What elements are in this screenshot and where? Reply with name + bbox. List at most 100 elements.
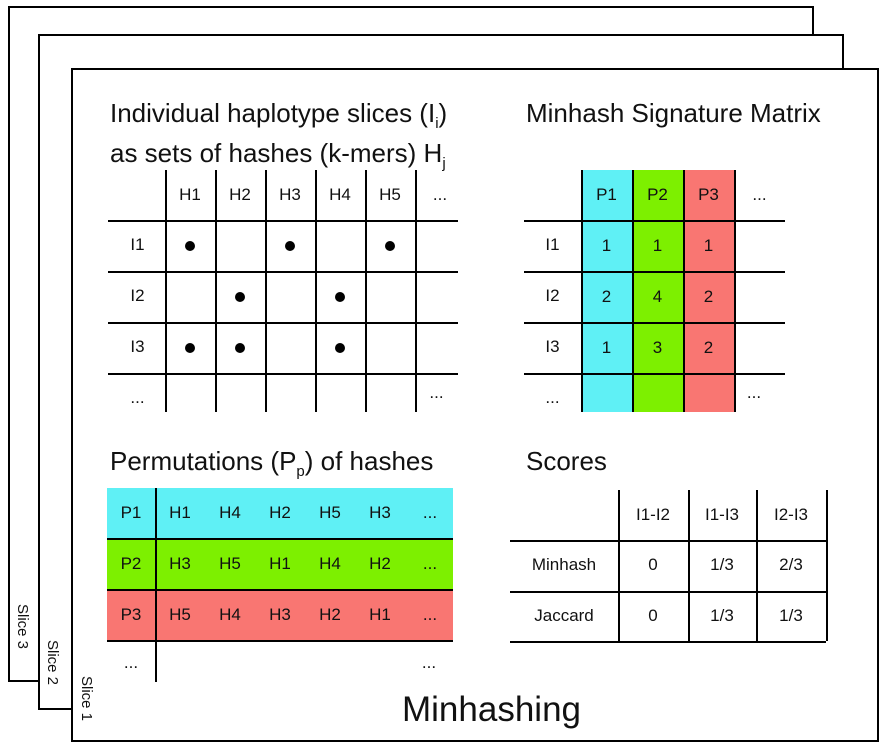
haplotype-title-line1: Individual haplotype slices (Ii) <box>110 98 448 133</box>
permutation-item: H5 <box>219 553 241 573</box>
slice-2-label: Slice 2 <box>44 640 61 686</box>
permutation-label: P3 <box>120 604 142 624</box>
membership-dot <box>315 271 365 322</box>
haplotype-trailing: ... <box>429 383 444 402</box>
permutation-item: ... <box>422 553 438 573</box>
permutation-item: H4 <box>319 553 341 573</box>
membership-dot <box>365 220 415 271</box>
signature-row-header: I1 <box>545 235 560 254</box>
haplotype-row-header: I3 <box>130 337 145 356</box>
scores-title: Scores <box>526 446 607 476</box>
slice-1-label: Slice 1 <box>78 676 95 722</box>
haplotype-grid-hline <box>108 220 458 222</box>
haplotype-row-header: ... <box>130 388 145 407</box>
signature-grid-hline <box>524 373 785 375</box>
permutations-title: Permutations (Pp) of hashes <box>110 446 434 481</box>
signature-grid-vline <box>734 170 736 412</box>
haplotype-col-header: H5 <box>379 185 401 204</box>
scores-value: 1/3 <box>710 606 734 625</box>
haplotype-grid-vline <box>365 170 367 412</box>
scores-grid-vline <box>756 490 758 641</box>
haplotype-grid-vline <box>315 170 317 412</box>
haplotype-grid-hline <box>108 271 458 273</box>
haplotype-col-header: H2 <box>229 185 251 204</box>
haplotype-grid-vline <box>165 170 167 412</box>
signature-col-header: P2 <box>647 185 668 204</box>
scores-col-header: I2-I3 <box>773 505 809 524</box>
scores-value: 1/3 <box>710 555 734 574</box>
signature-grid-hline <box>524 220 785 222</box>
haplotype-title-line2: as sets of hashes (k-mers) Hj <box>110 138 446 173</box>
haplotype-row-header: I2 <box>130 286 145 305</box>
scores-value: 1/3 <box>779 606 803 625</box>
signature-title: Minhash Signature Matrix <box>526 98 821 128</box>
permutation-label: P1 <box>120 503 142 522</box>
scores-col-header: I1-I2 <box>635 505 671 524</box>
signature-grid-vline <box>683 170 685 412</box>
permutation-item: H4 <box>219 503 241 522</box>
dot-icon <box>185 342 195 353</box>
membership-dot <box>165 220 215 271</box>
permutation-item: H1 <box>269 553 291 573</box>
diagram-caption: Minhashing <box>402 690 581 729</box>
permutation-item: H3 <box>369 503 391 522</box>
permutation-trailing-left: ... <box>123 653 139 672</box>
signature-grid-hline <box>524 322 785 324</box>
membership-dot <box>265 220 315 271</box>
permutation-label: P2 <box>120 553 142 573</box>
scores-grid-hline <box>510 591 826 593</box>
membership-dot <box>315 322 365 373</box>
permutation-item: H5 <box>169 604 191 624</box>
scores-row-label: Minhash <box>531 555 597 574</box>
haplotype-grid-vline <box>415 170 417 412</box>
permutation-label-divider <box>155 488 157 682</box>
signature-row-header: I2 <box>545 286 560 305</box>
haplotype-col-header: H1 <box>179 185 201 204</box>
scores-row-label: Jaccard <box>534 606 594 625</box>
permutation-item: ... <box>422 604 438 624</box>
scores-grid-vline <box>688 490 690 641</box>
scores-grid-vline <box>826 490 828 641</box>
signature-column-fill <box>683 170 734 412</box>
signature-row-header: ... <box>545 388 560 407</box>
membership-dot <box>165 322 215 373</box>
signature-grid-vline <box>632 170 634 412</box>
scores-grid-hline <box>510 540 826 542</box>
haplotype-col-header: H4 <box>329 185 351 204</box>
haplotype-grid-vline <box>215 170 217 412</box>
scores-grid-vline <box>618 490 620 641</box>
signature-col-header: P3 <box>698 185 719 204</box>
signature-column-fill <box>632 170 683 412</box>
dot-icon <box>335 342 345 353</box>
signature-col-header: P1 <box>596 185 617 204</box>
signature-value: 1 <box>601 337 612 357</box>
permutation-item: H1 <box>169 503 191 522</box>
permutation-item: H3 <box>169 553 191 573</box>
permutation-item: H5 <box>319 503 341 522</box>
permutation-item: H4 <box>219 604 241 624</box>
signature-row-header: I3 <box>545 337 560 356</box>
permutation-row-divider <box>107 538 453 540</box>
haplotype-col-header: H3 <box>279 185 301 204</box>
permutation-item: ... <box>422 503 438 522</box>
signature-value: 1 <box>703 235 714 255</box>
permutation-row-fill <box>107 589 453 640</box>
signature-value: 4 <box>652 286 663 306</box>
signature-grid-hline <box>524 271 785 273</box>
permutation-row-divider <box>107 640 453 642</box>
signature-value: 2 <box>703 286 714 306</box>
permutation-item: H1 <box>369 604 391 624</box>
haplotype-grid-vline <box>265 170 267 412</box>
scores-value: 2/3 <box>779 555 803 574</box>
slice-3-label: Slice 3 <box>14 604 31 650</box>
permutation-row-divider <box>107 589 453 591</box>
membership-dot <box>215 271 265 322</box>
scores-value: 0 <box>648 555 658 574</box>
scores-col-header: I1-I3 <box>704 505 740 524</box>
signature-col-header: ... <box>752 185 767 204</box>
permutation-row-fill <box>107 538 453 589</box>
signature-value: 2 <box>601 286 612 306</box>
signature-value: 1 <box>652 235 663 255</box>
permutation-row-fill <box>107 488 453 538</box>
haplotype-row-header: I1 <box>130 235 145 254</box>
